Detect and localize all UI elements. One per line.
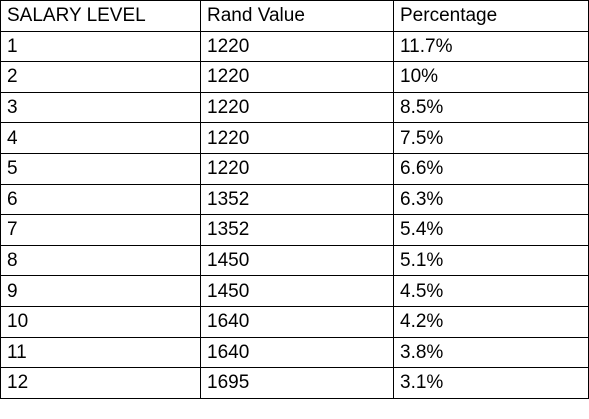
cell-percentage: 3.1%: [393, 367, 589, 399]
cell-percentage: 8.5%: [393, 91, 589, 124]
cell-salary-level: 7: [0, 214, 201, 246]
cell-salary-level: 11: [0, 336, 201, 369]
cell-percentage: 6.6%: [393, 152, 589, 185]
cell-percentage: 11.7%: [393, 30, 589, 63]
table-row: 1 1220 11.7%: [0, 30, 589, 63]
cell-salary-level: 4: [0, 122, 201, 154]
cell-rand-value: 1220: [200, 30, 394, 63]
cell-salary-level: 6: [0, 183, 201, 216]
cell-salary-level: 5: [0, 152, 201, 185]
table-row: 11 1640 3.8%: [0, 336, 589, 369]
cell-rand-value: 1450: [200, 244, 394, 277]
cell-salary-level: 2: [0, 61, 201, 93]
table-header-row: SALARY LEVEL Rand Value Percentage: [0, 0, 589, 32]
table-body: 1 1220 11.7% 2 1220 10% 3 1220 8.5% 4 1220 7.5% 5 122…: [0, 30, 589, 399]
cell-rand-value: 1220: [200, 91, 394, 124]
cell-percentage: 6.3%: [393, 183, 589, 216]
cell-rand-value: 1640: [200, 305, 394, 338]
cell-salary-level: 8: [0, 244, 201, 277]
table-row: 5 1220 6.6%: [0, 152, 589, 185]
header-salary-level: SALARY LEVEL: [0, 0, 201, 32]
salary-table: SALARY LEVEL Rand Value Percentage 1 1220…: [0, 0, 589, 399]
header-rand-value: Rand Value: [200, 0, 394, 32]
cell-rand-value: 1695: [200, 367, 394, 399]
cell-percentage: 10%: [393, 61, 589, 93]
cell-percentage: 7.5%: [393, 122, 589, 154]
cell-rand-value: 1220: [200, 122, 394, 154]
table-row: 3 1220 8.5%: [0, 91, 589, 124]
table-row: 9 1450 4.5%: [0, 275, 589, 307]
table-row: 8 1450 5.1%: [0, 244, 589, 277]
table-row: 4 1220 7.5%: [0, 122, 589, 154]
cell-rand-value: 1220: [200, 152, 394, 185]
table-row: 12 1695 3.1%: [0, 367, 589, 399]
cell-percentage: 3.8%: [393, 336, 589, 369]
cell-percentage: 4.5%: [393, 275, 589, 307]
table-row: 6 1352 6.3%: [0, 183, 589, 216]
cell-percentage: 5.1%: [393, 244, 589, 277]
header-percentage: Percentage: [393, 0, 589, 32]
table-row: 2 1220 10%: [0, 61, 589, 93]
table-row: 7 1352 5.4%: [0, 214, 589, 246]
table-header: SALARY LEVEL Rand Value Percentage: [0, 0, 589, 32]
cell-salary-level: 10: [0, 305, 201, 338]
cell-rand-value: 1220: [200, 61, 394, 93]
cell-rand-value: 1352: [200, 183, 394, 216]
table-row: 10 1640 4.2%: [0, 305, 589, 338]
cell-salary-level: 1: [0, 30, 201, 63]
cell-rand-value: 1450: [200, 275, 394, 307]
cell-percentage: 5.4%: [393, 214, 589, 246]
cell-salary-level: 3: [0, 91, 201, 124]
cell-salary-level: 12: [0, 367, 201, 399]
cell-rand-value: 1352: [200, 214, 394, 246]
cell-rand-value: 1640: [200, 336, 394, 369]
cell-percentage: 4.2%: [393, 305, 589, 338]
cell-salary-level: 9: [0, 275, 201, 307]
